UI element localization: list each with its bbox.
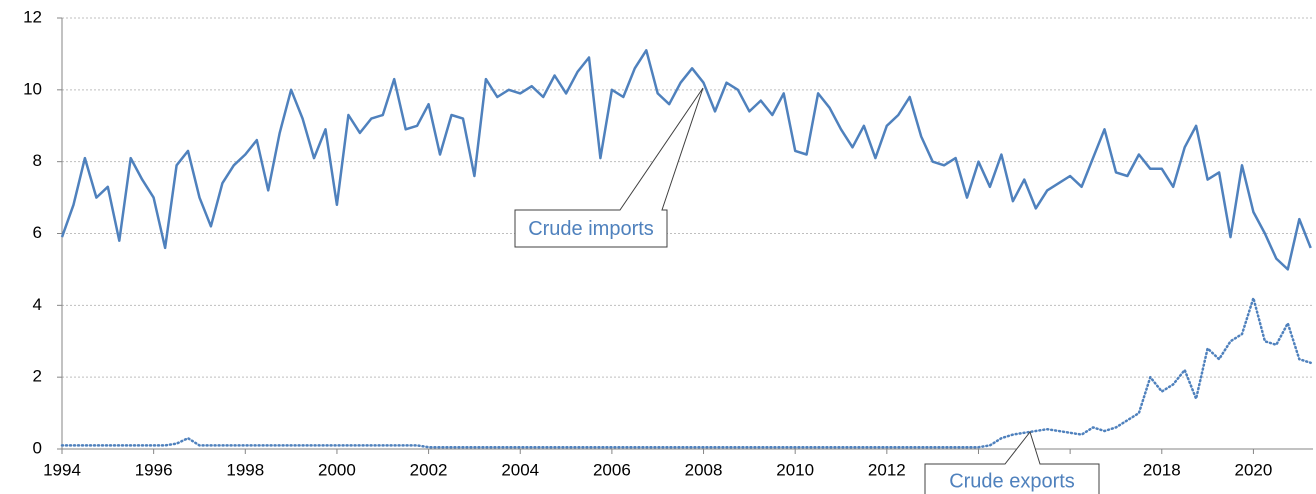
x-tick-label: 2008 [685, 460, 723, 479]
series-line [60, 296, 1312, 449]
x-tick-label: 1998 [226, 460, 264, 479]
x-tick-label: 2000 [318, 460, 356, 479]
callout-label: Crude exports [949, 470, 1075, 492]
x-tick-label: 2020 [1235, 460, 1273, 479]
callout-box [514, 87, 704, 248]
y-tick-label: 12 [23, 7, 42, 26]
x-tick-label: 2004 [501, 460, 539, 479]
y-tick-label: 8 [33, 151, 42, 170]
x-tick-label: 2002 [410, 460, 448, 479]
x-tick-label: 2012 [868, 460, 906, 479]
x-tick-label: 1994 [43, 460, 81, 479]
y-tick-label: 10 [23, 79, 42, 98]
x-tick-label: 2018 [1143, 460, 1181, 479]
callout-box [924, 430, 1100, 494]
y-tick-label: 0 [33, 438, 42, 457]
y-tick-label: 6 [33, 223, 42, 242]
x-tick-label: 1996 [135, 460, 173, 479]
series-line [60, 49, 1312, 271]
x-tick-label: 2010 [776, 460, 814, 479]
y-tick-label: 2 [33, 367, 42, 386]
x-tick-label: 2006 [593, 460, 631, 479]
y-tick-label: 4 [33, 295, 42, 314]
callout-label: Crude imports [528, 218, 654, 240]
